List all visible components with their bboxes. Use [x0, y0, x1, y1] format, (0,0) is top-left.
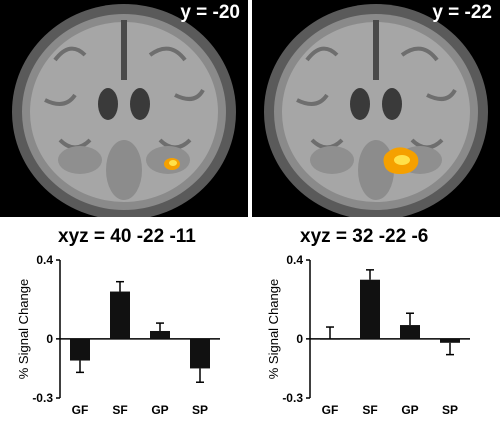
- bar: [150, 330, 170, 339]
- coordinate-label: xyz = 32 -22 -6: [300, 226, 429, 247]
- slice-label: y = -22: [432, 2, 492, 23]
- signal-change-chart-right: 0.4 0 -0.3% Signal Change GF SF GP SP: [266, 253, 470, 417]
- x-tick-label: SP: [442, 403, 458, 417]
- bar: [400, 325, 420, 339]
- y-axis-label: % Signal Change: [266, 279, 281, 379]
- x-tick-label: SF: [362, 403, 377, 417]
- y-tick-label: 0.4: [286, 253, 303, 267]
- brain-image-left: [12, 4, 236, 217]
- y-tick-label: 0: [296, 332, 303, 346]
- y-tick-label: -0.3: [32, 391, 53, 405]
- signal-change-chart-left: 0.4 0 -0.3% Signal Change GF SF GP SP: [16, 253, 220, 417]
- brain-image-right: [264, 4, 488, 217]
- bar: [190, 338, 210, 369]
- y-axis-label: % Signal Change: [16, 279, 31, 379]
- bar: [110, 291, 130, 339]
- bar: [320, 338, 340, 340]
- slice-label: y = -20: [180, 2, 240, 23]
- x-tick-label: SF: [112, 403, 127, 417]
- bar: [70, 338, 90, 361]
- x-tick-label: GP: [401, 403, 418, 417]
- x-tick-label: SP: [192, 403, 208, 417]
- x-tick-label: GF: [322, 403, 339, 417]
- x-tick-label: GF: [72, 403, 89, 417]
- bar: [360, 279, 380, 339]
- y-tick-label: 0: [46, 332, 53, 346]
- activation-cluster-right: [383, 147, 419, 174]
- y-tick-label: 0.4: [36, 253, 53, 267]
- y-tick-label: -0.3: [282, 391, 303, 405]
- mri-coronal-slice-left: y = -20: [0, 0, 248, 217]
- coordinate-label: xyz = 40 -22 -11: [58, 226, 196, 247]
- bar: [440, 338, 460, 343]
- activation-cluster-left: [164, 158, 180, 170]
- x-tick-label: GP: [151, 403, 168, 417]
- mri-coronal-slice-right: y = -22: [252, 0, 500, 217]
